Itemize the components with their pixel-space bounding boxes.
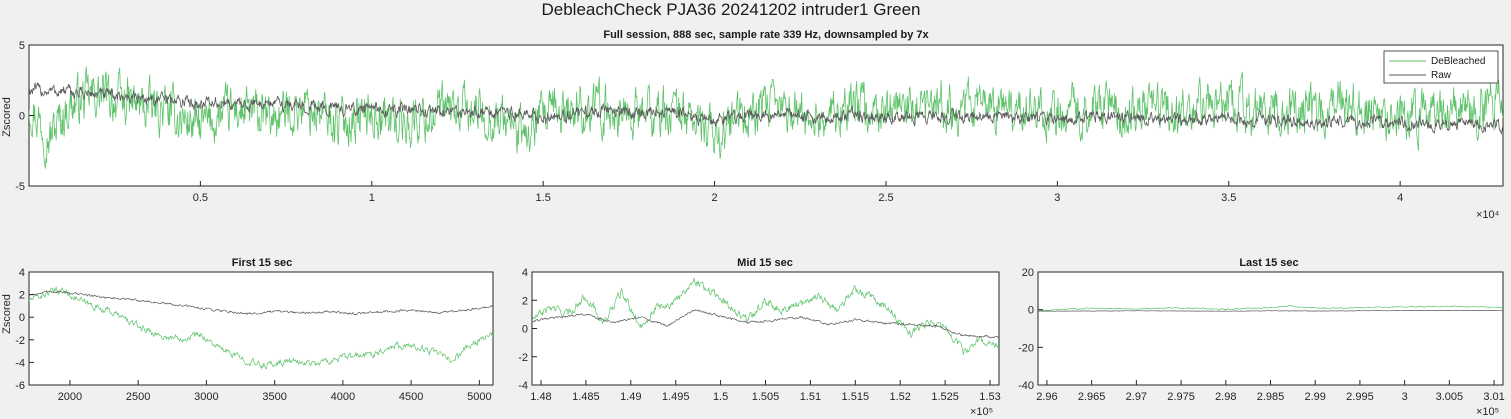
series-line-debleached-first (29, 286, 493, 370)
full-session-series (29, 66, 1503, 169)
series-line-raw-full (29, 82, 1503, 135)
first-15-sec-ticks: 2000 2500 3000 3500 4000 4500 5000 -6 -4 -2 0 2 4 (15, 267, 491, 403)
x-tick-label: 2.97 (1126, 391, 1147, 403)
series-line-debleached-mid (532, 277, 999, 356)
x-tick-label: 3500 (262, 391, 286, 403)
x-tick-label: 1.48 (530, 391, 551, 403)
first-15-sec-ylabel: Zscored (1, 294, 13, 334)
x-tick-label: 1.515 (842, 391, 870, 403)
series-line-raw-last (1038, 309, 1503, 312)
y-tick-label: 0 (19, 312, 25, 324)
full-session-legend: DeBleached Raw (1383, 50, 1499, 84)
x-tick-label: 2 (712, 192, 718, 204)
x-tick-label: 1.52 (890, 391, 911, 403)
x-tick-label: 2.99 (1305, 391, 1326, 403)
series-line-debleached-last (1038, 305, 1503, 312)
y-tick-label: -6 (15, 380, 25, 392)
x-tick-label: 2.995 (1346, 391, 1374, 403)
x-tick-label: 1.53 (979, 391, 1000, 403)
last-15-sec-title: Last 15 sec (1239, 257, 1298, 269)
last-15-sec-series (1038, 305, 1503, 312)
first-15-sec-panel: First 15 sec Zscored 2000 2500 3000 3500 400… (1, 257, 494, 403)
x-tick-label: 2000 (58, 391, 82, 403)
x-tick-label: 4500 (399, 391, 423, 403)
x-tick-label: 1.505 (752, 391, 780, 403)
y-tick-label: 0 (19, 111, 25, 123)
x-tick-label: 2.965 (1078, 391, 1106, 403)
mid-15-sec-x-exponent: ×10⁵ (970, 406, 993, 418)
x-tick-label: 2500 (126, 391, 150, 403)
y-tick-label: 0 (522, 324, 528, 336)
legend-label-debleached: DeBleached (1431, 56, 1485, 67)
first-15-sec-title: First 15 sec (232, 257, 293, 269)
y-tick-label: -4 (518, 380, 528, 392)
figure-title: DebleachCheck PJA36 20241202 intruder1 G… (542, 0, 921, 19)
y-tick-label: 2 (19, 290, 25, 302)
x-tick-label: 4 (1397, 192, 1403, 204)
last-15-sec-x-exponent: ×10⁵ (1476, 406, 1499, 418)
x-tick-label: 2.5 (878, 192, 893, 204)
y-tick-label: -40 (1018, 380, 1034, 392)
legend-label-raw: Raw (1431, 70, 1452, 81)
y-tick-label: 4 (19, 267, 25, 279)
x-tick-label: 2.985 (1257, 391, 1285, 403)
mid-15-sec-axes (531, 271, 1000, 386)
series-line-raw-mid (532, 309, 999, 339)
full-session-panel: Full session, 888 sec, sample rate 339 H… (1, 29, 1504, 221)
x-tick-label: 4000 (331, 391, 355, 403)
x-tick-label: 1.485 (572, 391, 600, 403)
first-15-sec-series (29, 286, 493, 370)
y-tick-label: -2 (518, 352, 528, 364)
x-tick-label: 2.98 (1215, 391, 1236, 403)
y-tick-label: 2 (522, 295, 528, 307)
full-session-ylabel: Zscored (1, 97, 13, 137)
x-tick-label: 2.975 (1167, 391, 1195, 403)
x-tick-label: 0.5 (193, 192, 208, 204)
mid-15-sec-series (532, 277, 999, 356)
full-session-title: Full session, 888 sec, sample rate 339 H… (603, 29, 929, 41)
x-tick-label: 1 (369, 192, 375, 204)
series-line-raw-first (29, 290, 493, 316)
y-tick-label: 4 (522, 267, 528, 279)
last-15-sec-panel: Last 15 sec 2.96 2.965 2.97 2.975 2.98 2.985 2… (1018, 257, 1505, 418)
y-tick-label: -4 (15, 357, 25, 369)
x-tick-label: 1.5 (536, 192, 551, 204)
last-15-sec-axes (1037, 271, 1504, 386)
full-session-x-exponent: ×10⁴ (1476, 209, 1500, 221)
x-tick-label: 5000 (467, 391, 491, 403)
y-tick-label: 20 (1022, 267, 1034, 279)
x-tick-label: 1.5 (713, 391, 728, 403)
x-tick-label: 3 (1402, 391, 1408, 403)
first-15-sec-axes (28, 271, 494, 386)
x-tick-label: 1.49 (620, 391, 641, 403)
mid-15-sec-ticks: 1.48 1.485 1.49 1.495 1.5 1.505 1.51 1.515 1.52 1… (518, 267, 1001, 403)
last-15-sec-ticks: 2.96 2.965 2.97 2.975 2.98 2.985 2.99 2.995 3 3.0… (1018, 267, 1505, 403)
x-tick-label: 3 (1054, 192, 1060, 204)
x-tick-label: 3.005 (1436, 391, 1464, 403)
x-tick-label: 3.01 (1483, 391, 1504, 403)
x-tick-label: 3.5 (1221, 192, 1236, 204)
x-tick-label: 1.495 (662, 391, 690, 403)
x-tick-label: 1.525 (931, 391, 959, 403)
y-tick-label: 0 (1028, 305, 1034, 317)
mid-15-sec-title: Mid 15 sec (737, 257, 793, 269)
mid-15-sec-panel: Mid 15 sec 1.48 1.485 1.49 1.495 1.5 1.505 1.5… (518, 257, 1001, 418)
y-tick-label: -5 (15, 181, 25, 193)
full-session-ticks: 0.5 1 1.5 2 2.5 3 3.5 4 -5 0 5 (15, 40, 1403, 204)
y-tick-label: 5 (19, 40, 25, 52)
x-tick-label: 2.96 (1036, 391, 1057, 403)
y-tick-label: -20 (1018, 342, 1034, 354)
y-tick-label: -2 (15, 335, 25, 347)
x-tick-label: 3000 (194, 391, 218, 403)
x-tick-label: 1.51 (800, 391, 821, 403)
